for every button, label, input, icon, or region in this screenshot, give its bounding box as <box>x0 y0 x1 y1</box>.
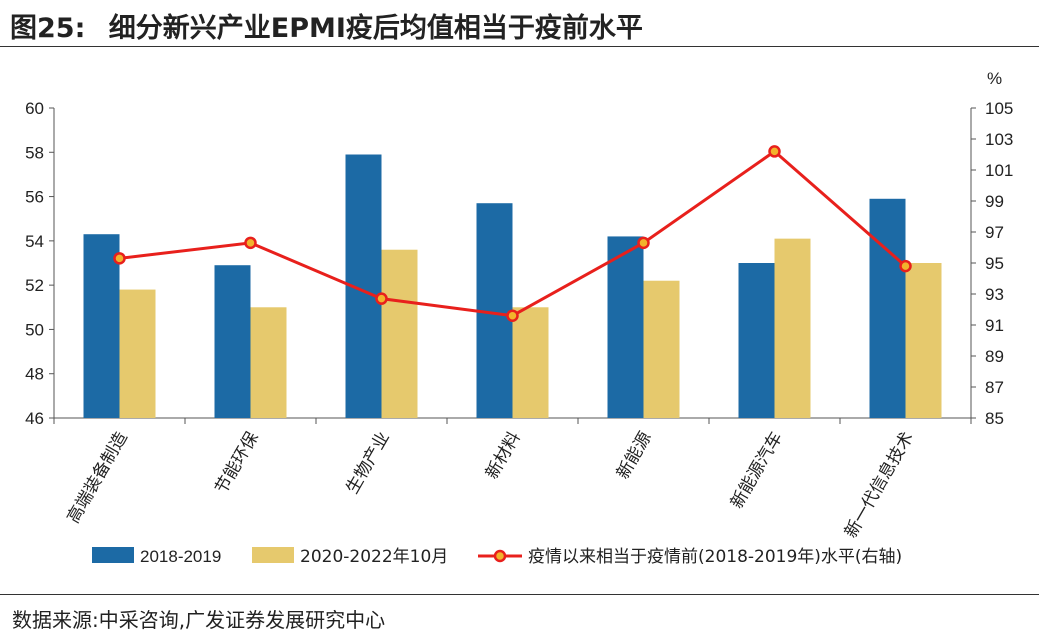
right-tick-label: 89 <box>985 347 1004 366</box>
bar-2018-2019 <box>869 198 906 418</box>
right-tick-label: 97 <box>985 223 1004 242</box>
legend-swatch-2020-2022 <box>252 547 294 563</box>
figure-title: 图25: 细分新兴产业EPMI疫后均值相当于疫前水平 <box>10 6 643 45</box>
bar-2020-2022 <box>381 249 418 418</box>
legend-label-line: 疫情以来相当于疫情前(2018-2019年)水平(右轴) <box>528 547 902 567</box>
right-tick-label: 95 <box>985 254 1004 273</box>
x-category-label: 新能源 <box>613 429 656 483</box>
left-tick-label: 48 <box>25 365 44 384</box>
bar-2020-2022 <box>512 307 549 418</box>
left-tick-label: 50 <box>25 320 44 339</box>
line-point <box>506 309 519 322</box>
source-note: 数据来源:中采咨询,广发证券发展研究中心 <box>12 608 386 632</box>
chart: 46 48 50 52 54 56 58 60 85 87 89 91 93 95 97 99 101 103 10… <box>25 69 1013 567</box>
line-point <box>375 292 388 305</box>
left-tick-label: 46 <box>25 409 44 428</box>
right-tick-label: 91 <box>985 316 1004 335</box>
line-point <box>899 259 912 273</box>
chart-bars <box>83 154 942 418</box>
bar-2018-2019 <box>738 263 775 418</box>
x-category-label: 新一代信息技术 <box>841 429 918 542</box>
line-point <box>637 236 650 250</box>
chart-legend: 2018-2019 2020-2022年10月 疫情以来相当于疫情前(2018-20… <box>92 547 902 567</box>
line-point <box>113 252 126 265</box>
title-rule <box>0 46 1039 47</box>
bar-2020-2022 <box>643 280 680 418</box>
bar-2020-2022 <box>905 263 942 418</box>
left-tick-label: 56 <box>25 188 44 207</box>
source-rule <box>0 594 1039 595</box>
legend-label-2018-2019: 2018-2019 <box>140 547 221 566</box>
right-tick-label: 87 <box>985 378 1004 397</box>
left-tick-label: 52 <box>25 276 44 295</box>
x-category-label: 新材料 <box>482 429 525 483</box>
bar-2020-2022 <box>119 289 156 418</box>
figure-label: 图25: <box>10 13 86 44</box>
chart-line <box>113 145 912 322</box>
right-tick-label: 85 <box>985 409 1004 428</box>
left-tick-label: 58 <box>25 143 44 162</box>
line-point <box>244 236 257 250</box>
figure-title-text: 细分新兴产业EPMI疫后均值相当于疫前水平 <box>108 13 643 44</box>
line-point <box>768 145 781 158</box>
left-tick-label: 54 <box>25 232 44 251</box>
legend-label-2020-2022: 2020-2022年10月 <box>300 547 448 567</box>
right-tick-label: 103 <box>985 130 1013 149</box>
right-axis-unit: % <box>987 69 1002 88</box>
x-category-label: 新能源汽车 <box>727 429 787 513</box>
x-category-label: 节能环保 <box>212 429 263 498</box>
legend-swatch-marker <box>493 549 507 563</box>
bar-2018-2019 <box>607 236 644 418</box>
legend-swatch-2018-2019 <box>92 547 134 563</box>
left-tick-label: 60 <box>25 99 44 118</box>
chart-labels: 46 48 50 52 54 56 58 60 85 87 89 91 93 95 97 99 101 103 10… <box>25 69 1013 542</box>
right-tick-label: 101 <box>985 161 1013 180</box>
bar-2020-2022 <box>250 307 287 418</box>
x-category-label: 生物产业 <box>343 429 394 498</box>
x-category-label: 高端装备制造 <box>64 429 132 527</box>
right-tick-label: 99 <box>985 192 1004 211</box>
bar-2018-2019 <box>83 234 120 418</box>
right-tick-label: 105 <box>985 99 1013 118</box>
bar-2020-2022 <box>774 238 811 418</box>
bar-2018-2019 <box>214 265 251 418</box>
right-tick-label: 93 <box>985 285 1004 304</box>
